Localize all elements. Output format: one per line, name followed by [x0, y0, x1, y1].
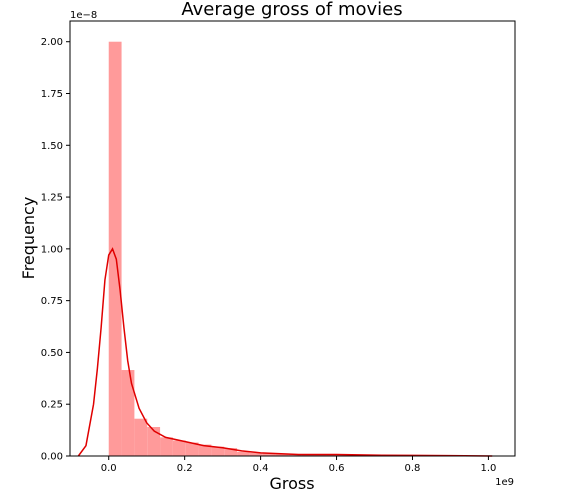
histogram-bar [198, 444, 212, 456]
y-tick-label: 1.25 [41, 193, 63, 204]
histogram-bar [185, 442, 199, 456]
x-tick-label: 0.6 [329, 463, 345, 474]
y-axis-label: Frequency [19, 197, 38, 280]
x-tick-label: 0.8 [405, 463, 421, 474]
y-tick-label: 2.00 [41, 37, 63, 48]
histogram-bar [160, 437, 173, 456]
x-axis-label: Gross [269, 474, 314, 493]
y-axis-ticks: 0.00 0.25 0.50 0.75 1.00 1.25 1.50 1.75 2.00 [41, 37, 70, 463]
histogram-bar [314, 454, 327, 456]
x-tick-label: 0.2 [177, 463, 193, 474]
histogram-bar [288, 454, 302, 456]
y-tick-label: 0.50 [41, 348, 63, 359]
x-tick-label: 1.0 [480, 463, 496, 474]
x-axis-offset-label: 1e9 [495, 477, 514, 488]
histogram-bar [326, 454, 340, 456]
histogram-bars [108, 41, 494, 456]
histogram-bar [262, 453, 276, 456]
histogram-bar [121, 370, 135, 456]
plot-frame [69, 20, 516, 457]
histogram-bar [134, 418, 148, 456]
x-tick-label: 0.0 [101, 463, 117, 474]
y-tick-label: 0.25 [41, 400, 63, 411]
histogram-bar [237, 451, 250, 456]
y-tick-label: 1.75 [41, 89, 63, 100]
y-axis-offset-label: 1e−8 [70, 10, 97, 21]
histogram-bar [108, 41, 122, 456]
histogram-bar [249, 452, 263, 456]
histogram-bar [224, 448, 238, 456]
histogram-bar [339, 454, 353, 456]
y-tick-label: 0.00 [41, 452, 63, 463]
histogram-bar [275, 453, 289, 456]
x-tick-label: 0.4 [253, 463, 269, 474]
y-tick-label: 1.00 [41, 244, 63, 255]
y-tick-label: 0.75 [41, 296, 63, 307]
histogram-bar [172, 440, 186, 456]
kde-curve [77, 247, 493, 457]
histogram-bar [211, 446, 225, 456]
histogram-bar [147, 427, 161, 456]
x-axis-ticks: 0.0 0.2 0.4 0.6 0.8 1.0 [101, 456, 496, 474]
chart-title: Average gross of movies [181, 0, 402, 20]
y-tick-label: 1.50 [41, 141, 63, 152]
